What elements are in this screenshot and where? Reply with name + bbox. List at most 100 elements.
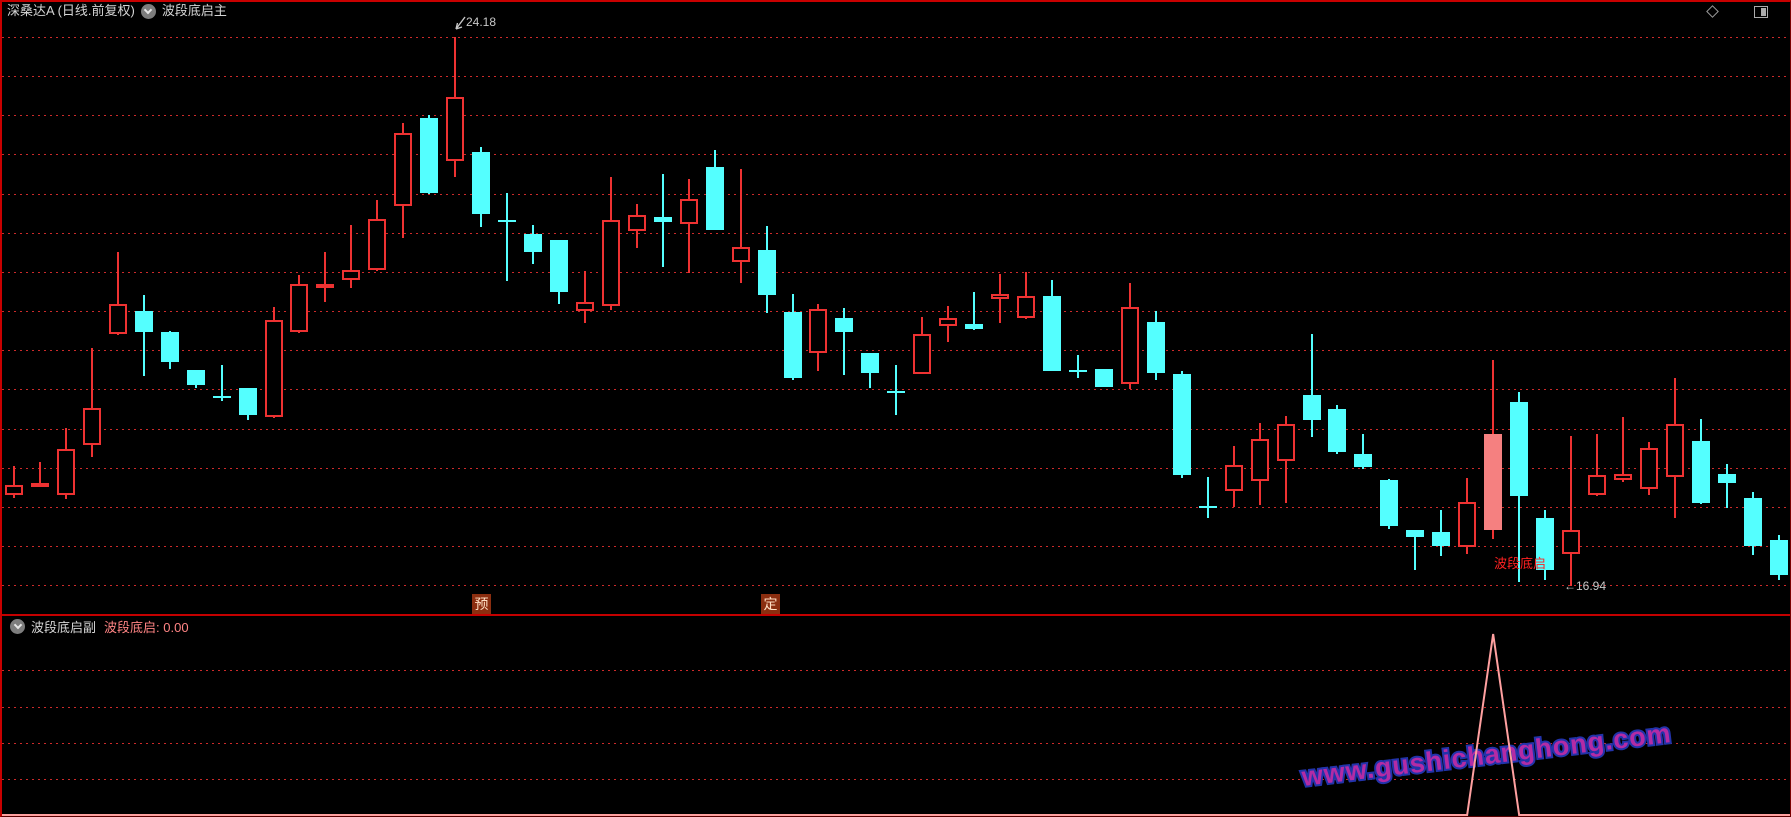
gridline: [2, 585, 1790, 587]
chevron-glyph: [13, 620, 22, 629]
sub-indicator-title[interactable]: 波段底启副: [31, 619, 97, 635]
candle: [1717, 473, 1736, 483]
gridline: [2, 779, 1790, 780]
main-indicator-name[interactable]: 波段底启主: [161, 3, 227, 18]
candle: [1250, 438, 1269, 482]
event-marker: 定: [761, 594, 780, 615]
candle: [186, 369, 205, 386]
chevron-glyph: [144, 5, 153, 14]
candle: [1276, 423, 1295, 461]
candle: [835, 318, 854, 332]
gridline: [2, 115, 1790, 117]
candle-wick: [895, 365, 898, 415]
candle-wick: [1310, 334, 1313, 438]
candle: [30, 482, 49, 487]
candle: [757, 250, 776, 295]
titlebar: 深桑达A (日线.前复权) 波段底启主: [2, 2, 1790, 20]
candle: [1328, 409, 1347, 452]
signal-text-label: 波段底启: [1494, 556, 1547, 571]
candle: [549, 240, 568, 292]
candle: [472, 152, 491, 214]
candle: [1613, 473, 1632, 480]
candle: [1043, 296, 1061, 371]
candle: [342, 269, 361, 280]
candle: [575, 302, 594, 311]
gridline: [2, 467, 1790, 469]
candle-wick: [843, 307, 846, 376]
candle-wick: [116, 252, 119, 335]
candle: [1743, 498, 1762, 546]
panel-divider[interactable]: [2, 614, 1790, 616]
candle: [653, 216, 672, 222]
candle-wick: [1076, 354, 1079, 379]
candle: [887, 391, 906, 394]
candle: [212, 395, 231, 398]
gridline: [2, 232, 1790, 234]
candle: [1587, 475, 1606, 495]
candle: [1691, 441, 1710, 504]
candle-wick: [506, 193, 509, 282]
candle: [679, 199, 698, 225]
gridline: [2, 506, 1790, 508]
candle-wick: [1570, 435, 1572, 586]
candle: [731, 247, 750, 263]
candle-wick: [1362, 434, 1365, 470]
candle: [1536, 517, 1555, 571]
candle-wick: [1621, 416, 1624, 483]
diamond-outline-icon[interactable]: [1706, 5, 1719, 18]
candle-wick: [973, 291, 976, 330]
candle: [82, 407, 101, 445]
candle: [1380, 479, 1399, 527]
candle-wick: [1595, 434, 1598, 496]
split-pane-icon[interactable]: [1754, 6, 1768, 18]
gridline: [2, 670, 1790, 671]
candle-wick: [1414, 529, 1417, 571]
chevron-down-circle-icon[interactable]: [140, 3, 156, 19]
candle: [498, 219, 517, 222]
watermark: www.gushichanghong.com: [1298, 716, 1675, 794]
candle: [1068, 369, 1087, 373]
gridline: [2, 37, 1790, 38]
candle: [1224, 464, 1243, 492]
candle: [524, 234, 542, 253]
candle: [1302, 394, 1321, 420]
candle: [1094, 369, 1113, 388]
candle: [705, 166, 724, 230]
sub-chevron-down-circle-icon[interactable]: [10, 618, 25, 634]
candle-wick: [90, 347, 93, 458]
candle: [108, 303, 127, 335]
sub-indicator-readout: 波段底启: 0.00: [104, 619, 189, 635]
candle: [5, 485, 23, 495]
candle-wick: [1206, 476, 1209, 518]
candle: [1172, 373, 1191, 476]
gridline: [2, 154, 1790, 156]
high-price-value: 24.18: [466, 15, 497, 29]
candle: [1458, 501, 1477, 548]
candle: [1562, 529, 1580, 555]
gridline: [2, 545, 1790, 547]
candle: [809, 309, 828, 354]
candle: [290, 284, 309, 332]
low-price-annotation: ← 16.94: [1564, 579, 1606, 593]
candle: [446, 96, 465, 161]
high-price-annotation: 24.18: [452, 15, 496, 32]
candle: [160, 331, 179, 363]
candle: [1639, 447, 1658, 489]
candle-wick: [13, 466, 15, 499]
split-pane-fill: [1761, 8, 1766, 16]
candle: [1120, 306, 1139, 385]
gridline: [2, 311, 1790, 313]
low-price-value: 16.94: [1576, 579, 1607, 593]
candle: [601, 219, 620, 307]
candle: [939, 318, 958, 326]
event-marker: 预: [472, 594, 491, 615]
candle: [1769, 539, 1788, 575]
annotation-arrow-icon: [455, 16, 466, 30]
candle-wick: [1725, 463, 1728, 508]
candle: [394, 133, 413, 207]
candle: [316, 284, 335, 289]
candle-wick: [220, 365, 223, 401]
candle: [1432, 532, 1451, 546]
candle: [1146, 322, 1165, 373]
candle: [913, 334, 932, 374]
